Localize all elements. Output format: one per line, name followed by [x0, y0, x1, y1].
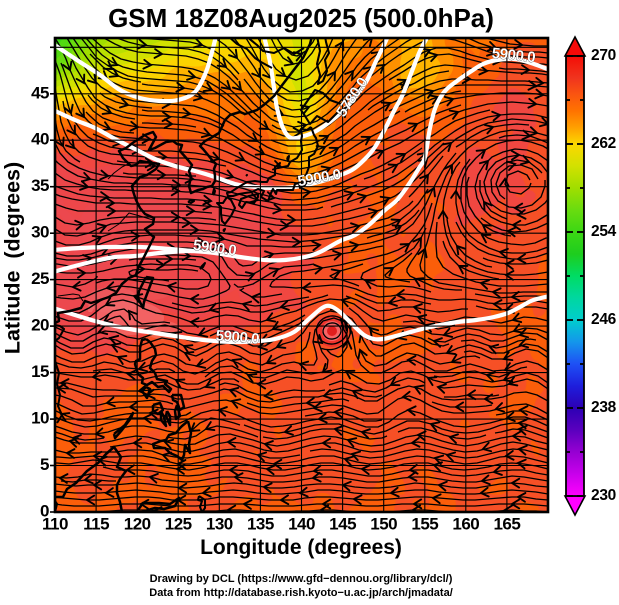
svg-text:130: 130: [206, 515, 233, 534]
svg-text:30: 30: [31, 223, 49, 242]
svg-text:35: 35: [31, 176, 49, 195]
svg-text:5900.0: 5900.0: [192, 237, 237, 260]
svg-text:10: 10: [31, 409, 49, 428]
svg-text:160: 160: [452, 515, 479, 534]
svg-text:115: 115: [83, 515, 109, 534]
svg-text:Data from http://database.rish: Data from http://database.rish.kyoto−u.a…: [149, 587, 453, 599]
svg-text:Drawing by DCL (https://www.gf: Drawing by DCL (https://www.gfd−dennou.o…: [150, 573, 453, 585]
svg-text:120: 120: [124, 515, 151, 534]
svg-text:0: 0: [40, 502, 49, 521]
svg-text:145: 145: [329, 515, 356, 534]
svg-text:135: 135: [247, 515, 274, 534]
svg-text:5900.0: 5900.0: [491, 45, 536, 66]
svg-text:20: 20: [31, 316, 49, 335]
svg-text:45: 45: [31, 83, 49, 102]
svg-text:270: 270: [591, 47, 616, 64]
svg-text:140: 140: [288, 515, 315, 534]
svg-text:165: 165: [493, 515, 520, 534]
svg-text:110: 110: [42, 515, 68, 534]
svg-text:40: 40: [31, 130, 49, 149]
svg-text:GSM 18Z08Aug2025 (500.0hPa): GSM 18Z08Aug2025 (500.0hPa): [108, 3, 494, 33]
svg-text:15: 15: [31, 362, 49, 381]
svg-text:125: 125: [165, 515, 192, 534]
svg-text:150: 150: [370, 515, 397, 534]
svg-text:246: 246: [591, 311, 617, 328]
svg-text:5: 5: [40, 455, 49, 474]
svg-text:155: 155: [411, 515, 438, 534]
svg-text:230: 230: [591, 487, 616, 504]
svg-text:Latitude (degrees): Latitude (degrees): [1, 162, 25, 354]
svg-text:254: 254: [591, 223, 617, 240]
svg-text:238: 238: [591, 399, 617, 416]
svg-text:5900.0: 5900.0: [215, 327, 260, 348]
svg-text:Longitude (degrees): Longitude (degrees): [200, 536, 402, 559]
svg-text:25: 25: [31, 269, 49, 288]
svg-text:262: 262: [591, 135, 616, 152]
